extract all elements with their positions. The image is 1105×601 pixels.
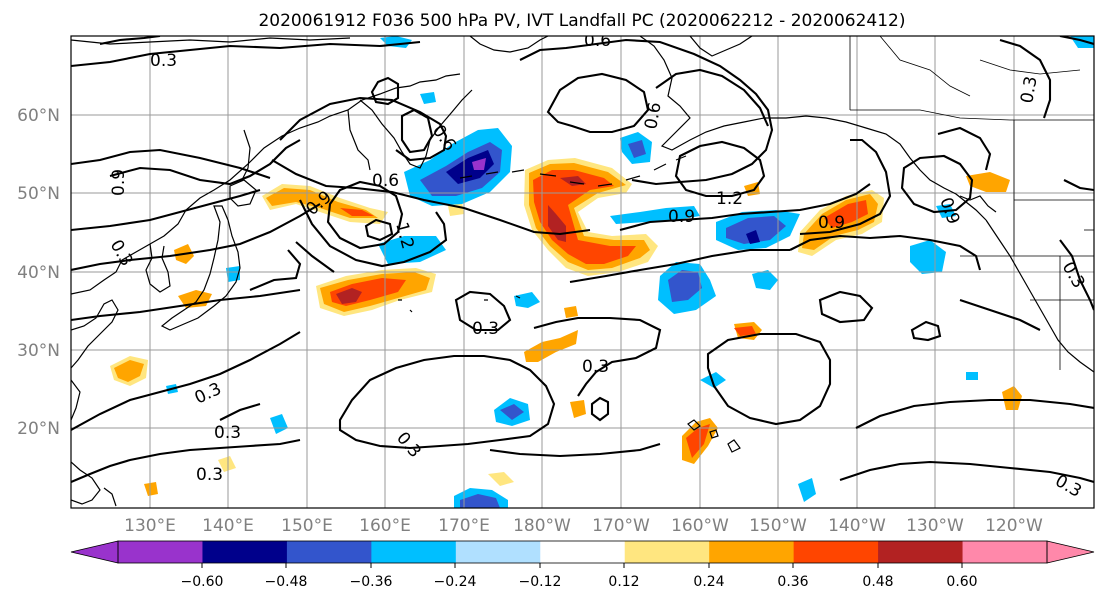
contour-label: 0.3 — [1017, 75, 1041, 105]
colorbar-tick-label: −0.12 — [519, 574, 562, 590]
lon-label: 160°W — [671, 516, 729, 536]
contour-label: 0.3 — [582, 357, 609, 377]
colorbar-extend-max — [1047, 541, 1094, 563]
colorbar-extend-min — [71, 541, 118, 563]
alaska-coastline — [639, 36, 987, 221]
contour-label: 0.9 — [668, 207, 695, 227]
contour-label: 0.3 — [472, 319, 499, 339]
pv-contours — [71, 36, 1094, 484]
colorbar-swatch — [455, 541, 541, 563]
aleutian-islands — [459, 155, 687, 187]
colorbar-tick-labels: −0.60 −0.48 −0.36 −0.24 −0.12 0.12 0.24 … — [181, 574, 978, 590]
lon-label: 170°E — [438, 516, 490, 536]
contour-label: 0.9 — [818, 213, 845, 233]
colorbar-swatch — [793, 541, 879, 563]
colorbar-swatch — [540, 541, 626, 563]
asia-coastline — [71, 73, 461, 295]
negative-anomaly-pacific — [166, 36, 1094, 508]
contour-label: 0.3 — [214, 423, 241, 443]
map-panel: 0.3 0.6 0.9 1.2 0.3 0.6 0.9 0.6 0.3 0.3 … — [71, 31, 1094, 508]
lat-label: 20°N — [17, 419, 60, 439]
contour-label: 0.6 — [584, 31, 611, 51]
lon-label: 130°W — [906, 516, 964, 536]
colorbar-tick-label: 0.60 — [946, 574, 977, 590]
colorbar-tick-label: 0.24 — [693, 574, 724, 590]
korea-coastline — [145, 243, 171, 293]
lat-label: 60°N — [17, 106, 60, 126]
colorbar-swatch — [624, 541, 710, 563]
colorbar-tick-label: 0.12 — [608, 574, 639, 590]
contour-label: 0.9 — [109, 169, 129, 196]
lon-label: 150°W — [749, 516, 807, 536]
colorbar-tick-label: −0.24 — [434, 574, 477, 590]
lon-label: 180°W — [513, 516, 571, 536]
colorbar-tick-label: −0.60 — [181, 574, 224, 590]
colorbar-swatch — [371, 541, 457, 563]
lon-label: 130°E — [124, 516, 176, 536]
positive-anomaly-kuroshio — [316, 268, 436, 316]
lat-label: 50°N — [17, 184, 60, 204]
contour-label: 0.3 — [196, 465, 223, 485]
lon-label: 160°E — [359, 516, 411, 536]
colorbar-tick-label: 0.36 — [777, 574, 808, 590]
colorbar-swatch — [202, 541, 288, 563]
lon-label: 140°W — [828, 516, 886, 536]
political-borders — [849, 36, 1094, 370]
contour-label: 0.6 — [641, 101, 665, 131]
gridlines — [71, 36, 1094, 508]
lat-label: 40°N — [17, 263, 60, 283]
colorbar-swatch — [286, 541, 372, 563]
colorbar: −0.60 −0.48 −0.36 −0.24 −0.12 0.12 0.24 … — [70, 540, 1095, 590]
latitude-labels: 60°N 50°N 40°N 30°N 20°N — [17, 106, 60, 439]
colorbar-tick-label: −0.36 — [350, 574, 393, 590]
colorbar-swatches — [71, 541, 1094, 563]
contour-label: 0.3 — [150, 51, 177, 71]
kamchatka-coastline — [359, 89, 473, 169]
lon-label: 150°E — [281, 516, 333, 536]
colorbar-swatch — [118, 541, 203, 563]
lon-label: 170°W — [592, 516, 650, 536]
colorbar-swatch — [709, 541, 795, 563]
map-frame — [70, 35, 1095, 509]
figure-title: 2020061912 F036 500 hPa PV, IVT Landfall… — [258, 11, 905, 31]
positive-anomaly-small — [110, 172, 1022, 496]
lat-label: 30°N — [17, 341, 60, 361]
colorbar-swatch — [962, 541, 1048, 563]
longitude-labels: 130°E 140°E 150°E 160°E 170°E 180°W 170°… — [124, 516, 1043, 536]
lon-label: 140°E — [202, 516, 254, 536]
hawaii-islands — [687, 419, 741, 453]
colorbar-ticks — [201, 563, 963, 568]
lon-label: 120°W — [985, 516, 1043, 536]
coastlines — [71, 36, 1094, 507]
contour-label: 0.6 — [372, 171, 399, 191]
contour-label: 1.2 — [716, 189, 743, 209]
north-america-coastline — [985, 219, 1094, 373]
negative-anomaly-region — [404, 128, 512, 206]
colorbar-tick-label: −0.48 — [265, 574, 308, 590]
positive-anomaly-japan-east — [262, 184, 388, 224]
colorbar-swatch — [878, 541, 964, 563]
colorbar-tick-label: 0.48 — [862, 574, 893, 590]
colorbar-outline-right — [1046, 540, 1095, 564]
